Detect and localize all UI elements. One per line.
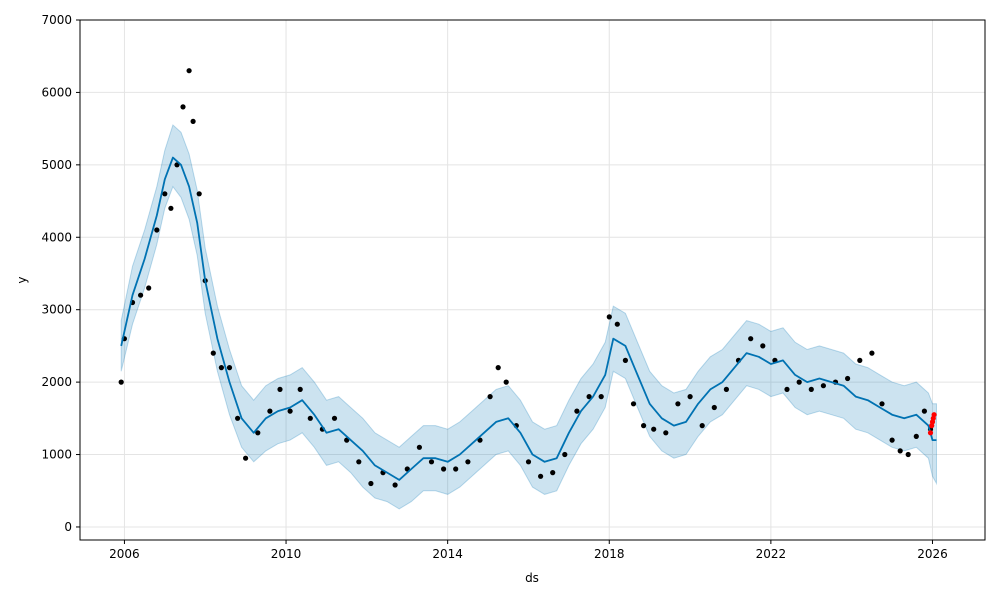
observed-points [118,68,934,488]
forecast-line-group [120,156,937,481]
observed-point [614,321,620,327]
y-tick-label: 5000 [41,158,72,172]
observed-point [675,401,681,407]
y-tick-label: 0 [64,520,72,534]
observed-point [186,68,192,74]
x-axis: 2006 2010 2014 2018 2022 2026 [109,540,948,561]
observed-point [598,394,604,400]
observed-point [356,459,362,465]
x-tick-label: 2026 [917,547,948,561]
observed-point [857,357,863,363]
observed-point [235,415,241,421]
recent-point [931,412,937,418]
observed-point [392,482,398,488]
y-tick-label: 3000 [41,303,72,317]
recent-points [927,412,937,436]
observed-point [808,386,814,392]
observed-point [723,386,730,392]
y-tick-label: 6000 [41,85,72,99]
observed-point [687,394,693,400]
observed-point [154,227,160,233]
observed-point [368,480,374,487]
observed-point [897,448,903,454]
observed-point [477,437,483,443]
plot-frame [79,19,986,541]
observed-point [889,437,895,443]
observed-point [622,357,629,363]
recent-point [927,430,934,436]
observed-point [562,451,568,458]
observed-point [331,415,338,421]
observed-point [574,408,580,414]
observed-point [307,415,313,421]
observed-point [465,459,471,465]
y-axis-label: y [15,276,29,283]
observed-point [138,292,144,298]
y-tick-label: 1000 [41,448,72,462]
observed-point [495,365,501,371]
observed-point [277,386,283,392]
observed-point [416,444,422,450]
observed-point [748,336,754,342]
x-tick-label: 2010 [271,547,302,561]
observed-point [287,408,293,414]
observed-point [921,408,928,414]
observed-point [243,455,249,461]
x-axis-label: ds [525,571,539,585]
observed-point [796,379,802,385]
observed-point [845,375,851,382]
observed-point [146,285,152,291]
x-tick-label: 2014 [432,547,463,561]
observed-point [905,451,911,458]
observed-point [226,365,233,371]
x-tick-label: 2006 [109,547,140,561]
y-tick-label: 2000 [41,375,72,389]
observed-point [190,118,196,124]
observed-point [255,430,261,436]
observed-point [428,459,435,465]
observed-point [525,459,532,465]
observed-point [168,205,174,211]
observed-point [711,404,717,411]
y-tick-label: 4000 [41,230,72,244]
x-tick-label: 2018 [594,547,625,561]
observed-point [699,423,705,429]
y-tick-label: 7000 [41,13,72,27]
observed-point [879,401,885,407]
observed-point [869,350,875,356]
forecast-line [120,156,937,481]
observed-point [550,470,556,476]
observed-point [641,423,647,429]
observed-point [441,466,447,472]
observed-point [218,365,224,371]
observed-point [487,394,493,400]
observed-point [297,386,303,392]
observed-point [180,104,186,110]
uncertainty-band-area [120,124,937,510]
observed-point [630,401,637,407]
y-axis: 0 1000 2000 3000 4000 5000 6000 7000 [41,13,80,534]
observed-point [196,191,202,197]
observed-point [606,314,612,320]
observed-point [503,379,509,385]
observed-point [210,350,216,356]
observed-point [162,191,168,197]
observed-point [538,473,544,479]
observed-point [760,343,766,349]
observed-point [663,430,669,436]
observed-point [586,394,592,400]
x-tick-label: 2022 [756,547,787,561]
observed-point [820,383,827,389]
observed-point [453,466,459,472]
observed-point [267,408,273,414]
observed-point [784,386,790,392]
uncertainty-band [120,124,937,510]
observed-point [651,426,657,432]
observed-point [118,379,124,385]
observed-point [913,433,919,439]
